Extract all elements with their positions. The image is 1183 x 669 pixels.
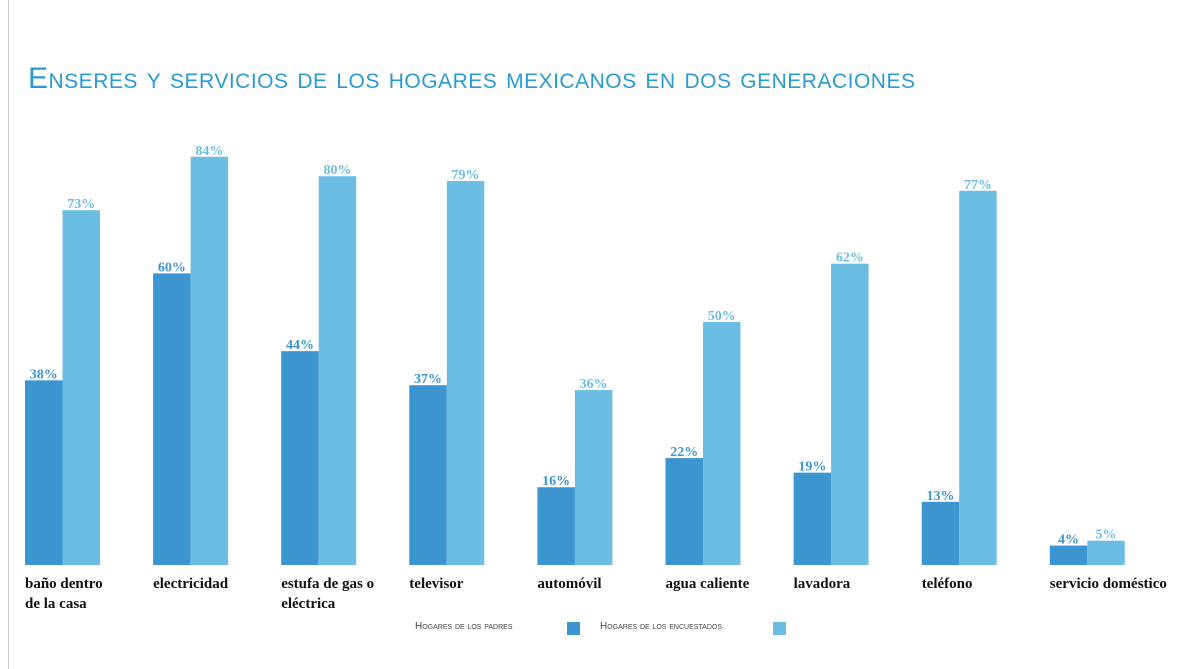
value-label: 5% bbox=[1096, 528, 1117, 543]
value-label: 19% bbox=[798, 460, 826, 475]
bar bbox=[318, 176, 357, 565]
value-label: 50% bbox=[708, 309, 736, 324]
bar bbox=[190, 156, 229, 565]
value-label: 13% bbox=[926, 489, 954, 504]
chart-title: Enseres y servicios de los hogares mexic… bbox=[28, 62, 916, 95]
value-label: 62% bbox=[836, 251, 864, 266]
bar bbox=[153, 273, 191, 565]
x-tick-label: teléfono bbox=[921, 576, 973, 592]
bar bbox=[831, 263, 869, 565]
bar bbox=[446, 181, 485, 565]
bar bbox=[409, 385, 447, 565]
bar bbox=[281, 351, 319, 565]
bar bbox=[574, 390, 613, 565]
bar bbox=[1049, 545, 1088, 565]
value-label: 44% bbox=[286, 338, 314, 353]
value-label: 60% bbox=[158, 260, 186, 275]
bar bbox=[537, 487, 575, 565]
legend-label: Hogares de los padres bbox=[415, 621, 513, 632]
x-tick-label: baño dentro de la casa bbox=[25, 576, 103, 612]
value-label: 77% bbox=[964, 178, 992, 193]
x-tick-label: lavadora bbox=[793, 576, 851, 592]
x-tick-label: electricidad bbox=[153, 576, 229, 592]
frame-line bbox=[8, 0, 9, 669]
bar bbox=[1087, 540, 1125, 565]
value-label: 79% bbox=[452, 168, 480, 183]
bar bbox=[959, 190, 997, 565]
value-label: 37% bbox=[414, 372, 442, 387]
value-label: 36% bbox=[580, 377, 608, 392]
bar bbox=[703, 322, 741, 565]
legend-swatch bbox=[773, 622, 786, 635]
x-tick-label: servicio doméstico bbox=[1049, 576, 1167, 592]
bar bbox=[921, 501, 960, 565]
value-label: 38% bbox=[30, 367, 58, 382]
value-label: 73% bbox=[67, 197, 95, 212]
value-label: 22% bbox=[670, 445, 698, 460]
value-label: 80% bbox=[323, 163, 351, 178]
x-tick-label: televisor bbox=[409, 576, 464, 592]
bar bbox=[25, 380, 63, 565]
x-tick-label: estufa de gas o eléctrica bbox=[281, 576, 375, 612]
value-label: 4% bbox=[1058, 533, 1079, 548]
bar bbox=[793, 472, 832, 565]
bar bbox=[665, 458, 703, 565]
bar bbox=[62, 210, 100, 565]
value-label: 84% bbox=[195, 144, 223, 159]
legend-label: Hogares de los encuestados bbox=[600, 621, 723, 632]
x-tick-label: agua caliente bbox=[665, 576, 750, 592]
value-label: 16% bbox=[542, 474, 570, 489]
legend-swatch bbox=[567, 622, 580, 635]
x-tick-label: automóvil bbox=[537, 576, 602, 592]
